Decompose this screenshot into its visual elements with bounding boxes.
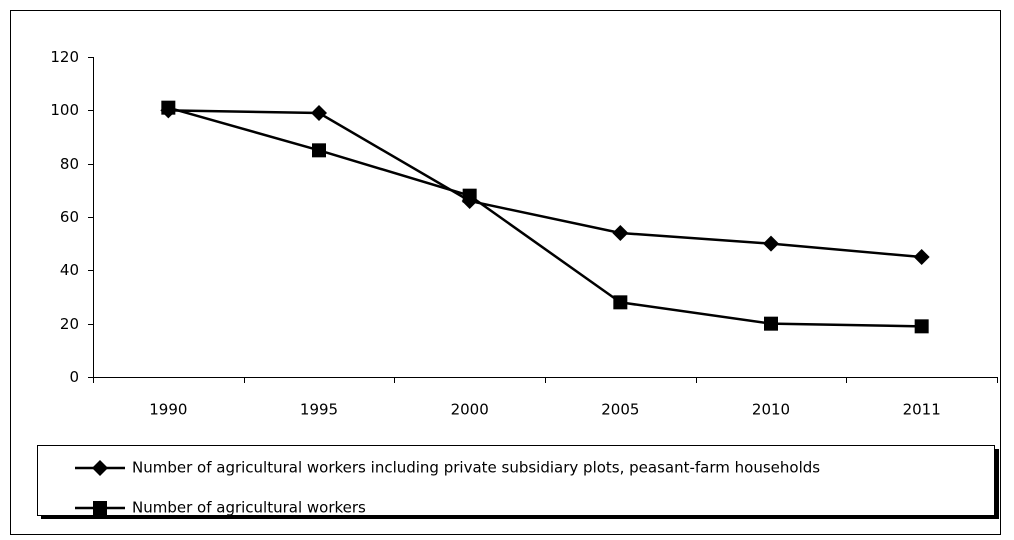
legend-box	[37, 445, 995, 516]
point	[612, 225, 629, 241]
chart-frame	[10, 10, 1001, 535]
x-tick-label: 2010	[752, 401, 790, 419]
point	[913, 249, 930, 265]
y-tick-label: 60	[60, 208, 79, 226]
point	[763, 235, 779, 252]
y-tick-label: 20	[60, 315, 79, 333]
legend-marker	[92, 460, 108, 476]
point	[462, 188, 477, 203]
point	[161, 100, 176, 115]
series-line	[167, 106, 922, 328]
series-line	[168, 109, 922, 259]
y-tick-label: 80	[60, 155, 79, 173]
point	[914, 319, 929, 334]
point	[764, 316, 778, 331]
x-tick-label: 2005	[601, 401, 639, 419]
x-tick-label: 1990	[149, 401, 187, 419]
legend-label: Number of agricultural workers including…	[132, 459, 820, 477]
y-tick-label: 40	[60, 261, 79, 279]
y-tick-label: 100	[50, 101, 79, 119]
x-tick-label: 2011	[903, 401, 941, 419]
point	[312, 143, 326, 158]
legend-marker	[93, 501, 107, 515]
y-tick-label: 0	[69, 368, 79, 386]
y-tick-label: 120	[50, 48, 79, 66]
legend-label: Number of agricultural workers	[132, 499, 366, 517]
x-tick-label: 1995	[300, 401, 338, 419]
point	[613, 295, 628, 310]
x-tick-label: 2000	[451, 401, 489, 419]
point	[311, 105, 327, 121]
